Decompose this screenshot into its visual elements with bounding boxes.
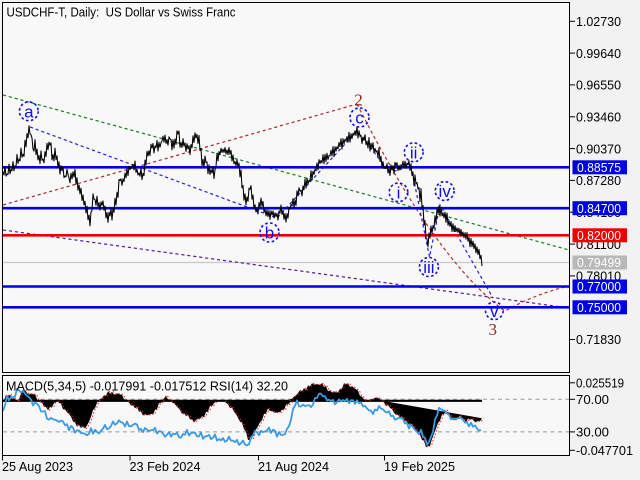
svg-text:19 Feb 2025: 19 Feb 2025 <box>384 459 455 474</box>
svg-text:v: v <box>490 302 499 321</box>
svg-text:0.79499: 0.79499 <box>577 256 621 270</box>
svg-text:3: 3 <box>489 320 498 339</box>
svg-text:2: 2 <box>354 91 363 110</box>
svg-text:0.87280: 0.87280 <box>576 173 621 188</box>
svg-text:0.75000: 0.75000 <box>577 301 621 315</box>
svg-text:1.02730: 1.02730 <box>576 14 621 29</box>
svg-text:-0.047701: -0.047701 <box>576 443 633 458</box>
svg-text:ii: ii <box>410 143 418 162</box>
svg-text:70.00: 70.00 <box>576 392 609 407</box>
svg-text:iv: iv <box>439 182 452 201</box>
svg-text:0.77000: 0.77000 <box>577 280 621 294</box>
svg-text:25 Aug 2023: 25 Aug 2023 <box>2 459 73 474</box>
svg-text:30.00: 30.00 <box>576 425 609 440</box>
svg-text:0.90370: 0.90370 <box>576 141 621 156</box>
svg-text:USDCHF-T, Daily: US Dollar vs: USDCHF-T, Daily: US Dollar vs Swiss Fran… <box>7 6 236 20</box>
svg-text:23 Feb 2024: 23 Feb 2024 <box>130 459 201 474</box>
svg-text:0.88575: 0.88575 <box>577 161 621 175</box>
svg-text:iii: iii <box>423 258 434 277</box>
svg-text:b: b <box>265 224 274 243</box>
svg-text:i: i <box>397 183 401 202</box>
svg-text:0.96550: 0.96550 <box>576 78 621 93</box>
svg-text:c: c <box>355 109 364 128</box>
svg-text:0.99640: 0.99640 <box>576 46 621 61</box>
svg-text:21 Aug 2024: 21 Aug 2024 <box>258 459 329 474</box>
svg-text:0.93460: 0.93460 <box>576 110 621 125</box>
svg-text:0.71830: 0.71830 <box>576 332 621 347</box>
svg-text:0.82000: 0.82000 <box>577 229 621 243</box>
svg-text:0.025519: 0.025519 <box>576 376 624 391</box>
svg-text:0.84700: 0.84700 <box>577 202 621 216</box>
svg-text:a: a <box>24 102 34 121</box>
svg-text:MACD(5,34,5) -0.017991 -0.0175: MACD(5,34,5) -0.017991 -0.017512 RSI(14)… <box>6 380 288 394</box>
